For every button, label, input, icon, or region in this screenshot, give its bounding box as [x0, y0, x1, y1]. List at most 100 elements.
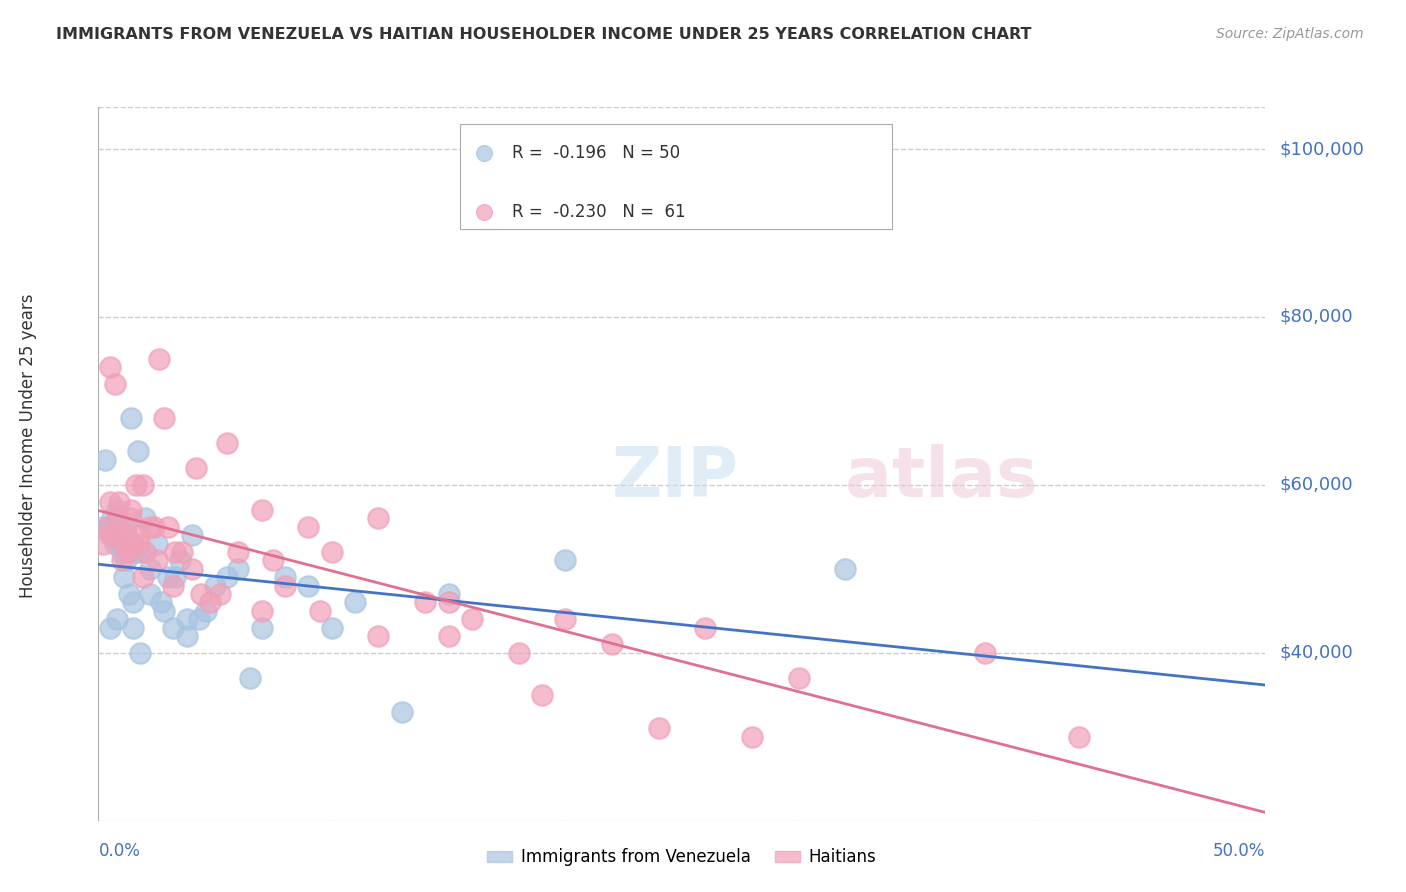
Point [321, 545, 343, 559]
Point [215, 570, 238, 584]
Point [190, 587, 212, 601]
Point [118, 587, 141, 601]
Point [647, 721, 669, 735]
Point [125, 478, 148, 492]
Point [129, 646, 152, 660]
Text: $40,000: $40,000 [1279, 644, 1353, 662]
Point [108, 528, 131, 542]
Point [169, 553, 191, 567]
Point [94, 452, 117, 467]
Point [554, 612, 576, 626]
Point [437, 595, 460, 609]
Point [367, 511, 389, 525]
Point [391, 705, 413, 719]
Point [413, 595, 436, 609]
Point [104, 377, 127, 392]
Point [98, 621, 121, 635]
Point [215, 435, 238, 450]
Point [180, 562, 202, 576]
Point [834, 562, 856, 576]
Text: 0.0%: 0.0% [98, 842, 141, 860]
Point [127, 444, 149, 458]
Point [97, 520, 120, 534]
Point [97, 520, 120, 534]
Point [112, 536, 135, 550]
Text: atlas: atlas [845, 444, 1038, 511]
Point [461, 612, 484, 626]
Point [105, 612, 128, 626]
Point [974, 646, 997, 660]
Point [472, 205, 495, 219]
Point [120, 503, 142, 517]
Point [508, 646, 530, 660]
Point [134, 545, 156, 559]
Point [122, 536, 145, 550]
Point [297, 578, 319, 592]
Point [120, 410, 142, 425]
Text: $80,000: $80,000 [1279, 308, 1353, 326]
Point [143, 520, 166, 534]
Point [105, 503, 128, 517]
Point [91, 536, 114, 550]
Point [139, 587, 162, 601]
Point [132, 570, 155, 584]
Point [172, 545, 194, 559]
Point [437, 587, 460, 601]
Point [162, 578, 184, 592]
Point [134, 511, 156, 525]
Point [115, 528, 138, 542]
Point [101, 511, 124, 525]
Point [194, 604, 217, 618]
Point [274, 578, 297, 592]
Point [367, 629, 389, 643]
Point [176, 612, 198, 626]
Point [250, 604, 273, 618]
Text: R =  -0.230   N =  61: R = -0.230 N = 61 [512, 203, 685, 221]
Point [101, 528, 124, 542]
Point [139, 562, 162, 576]
Point [98, 494, 121, 508]
Text: ZIP: ZIP [612, 444, 740, 511]
Text: 50.0%: 50.0% [1213, 842, 1265, 860]
Point [129, 528, 152, 542]
Point [186, 461, 208, 475]
Point [344, 595, 367, 609]
Point [530, 688, 553, 702]
Point [162, 621, 184, 635]
Point [787, 671, 810, 685]
Point [157, 570, 180, 584]
Point [165, 545, 187, 559]
Point [105, 511, 128, 525]
Text: $60,000: $60,000 [1279, 475, 1353, 494]
Point [148, 351, 170, 366]
Text: $100,000: $100,000 [1279, 140, 1364, 158]
Point [309, 604, 332, 618]
Point [741, 730, 763, 744]
Point [122, 595, 145, 609]
Point [250, 503, 273, 517]
Point [108, 536, 131, 550]
Point [176, 629, 198, 643]
Text: Source: ZipAtlas.com: Source: ZipAtlas.com [1216, 27, 1364, 41]
Point [321, 621, 343, 635]
Point [554, 553, 576, 567]
Point [91, 520, 114, 534]
Point [104, 536, 127, 550]
Point [111, 553, 134, 567]
Point [111, 545, 134, 559]
Point [129, 545, 152, 559]
Point [115, 520, 138, 534]
Point [600, 637, 623, 651]
Point [115, 553, 138, 567]
Point [157, 520, 180, 534]
Point [152, 604, 174, 618]
Text: Householder Income Under 25 years: Householder Income Under 25 years [20, 293, 37, 599]
Point [108, 494, 131, 508]
Point [472, 146, 495, 161]
Point [187, 612, 209, 626]
Point [122, 621, 145, 635]
FancyBboxPatch shape [460, 124, 891, 228]
Point [204, 578, 226, 592]
Point [208, 587, 231, 601]
Point [118, 545, 141, 559]
